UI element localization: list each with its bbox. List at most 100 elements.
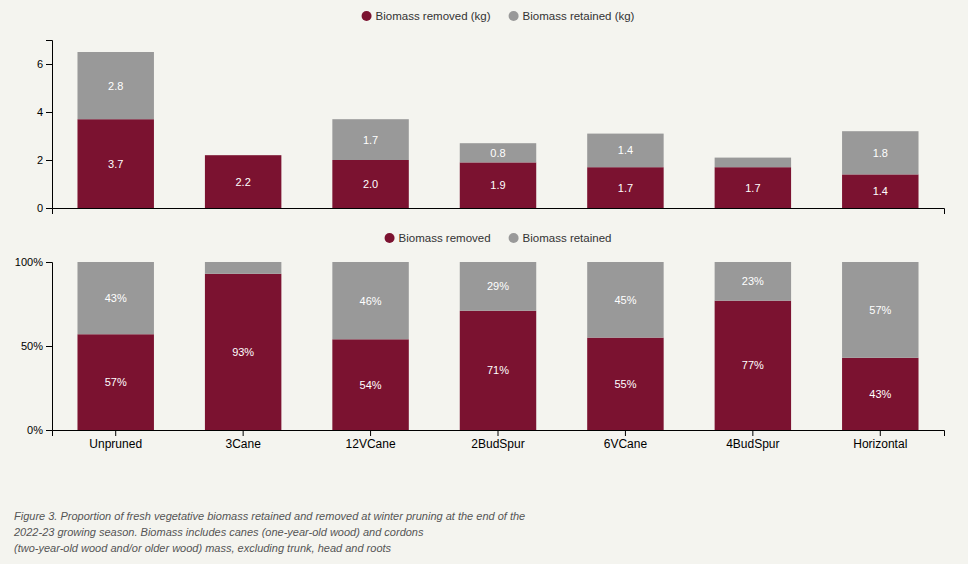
axis-line — [46, 263, 53, 431]
legend-item: Biomass retained — [509, 232, 612, 244]
bars — [77, 52, 918, 208]
tick-label: 12VCane — [346, 437, 396, 451]
tick: 2BudSpur — [471, 430, 524, 451]
axis-line — [53, 209, 945, 215]
legend-item: Biomass removed — [385, 232, 491, 244]
bar — [460, 143, 536, 162]
data-label: 23% — [742, 275, 764, 287]
caption-line: 2022-23 growing season. Biomass includes… — [13, 526, 424, 538]
tick: Unpruned — [89, 430, 142, 451]
tick-mark — [46, 346, 52, 347]
tick-label: 4 — [37, 106, 43, 118]
bar — [460, 262, 536, 311]
tick-mark — [46, 160, 52, 161]
data-label: 55% — [614, 378, 636, 390]
tick-label: 0% — [27, 424, 43, 436]
bar — [715, 301, 791, 430]
legend-label: Biomass retained (kg) — [523, 10, 635, 22]
bars — [77, 262, 918, 430]
tick: 50% — [21, 340, 52, 352]
bar — [77, 334, 153, 430]
legend-swatch — [362, 11, 372, 21]
bar — [842, 174, 918, 208]
data-label: 45% — [614, 294, 636, 306]
bar — [332, 160, 408, 208]
data-label: 2.0 — [363, 178, 378, 190]
tick-label: 6VCane — [604, 437, 648, 451]
tick: 6 — [37, 58, 52, 70]
bar — [715, 167, 791, 208]
data-label: 1.7 — [363, 134, 378, 146]
bar — [715, 262, 791, 301]
data-label: 1.4 — [873, 185, 888, 197]
legend-swatch — [385, 233, 395, 243]
legend-label: Biomass removed — [399, 232, 491, 244]
legend-item: Biomass retained (kg) — [509, 10, 635, 22]
tick-mark — [752, 430, 753, 436]
tick-label: Unpruned — [89, 437, 142, 451]
data-label: 43% — [105, 292, 127, 304]
data-label: 1.8 — [873, 147, 888, 159]
bar — [842, 262, 918, 358]
bar — [460, 162, 536, 208]
caption: Figure 3. Proportion of fresh vegetative… — [13, 510, 525, 554]
bar — [587, 167, 663, 208]
tick: 4BudSpur — [726, 430, 779, 451]
tick-label: 2BudSpur — [471, 437, 524, 451]
tick-mark — [115, 430, 116, 436]
data-label: 29% — [487, 280, 509, 292]
bar — [77, 119, 153, 208]
bar — [332, 262, 408, 339]
data-label: 77% — [742, 359, 764, 371]
data-label: 93% — [232, 346, 254, 358]
data-label: 1.7 — [618, 182, 633, 194]
tick-mark — [46, 430, 52, 431]
data-label: 43% — [869, 388, 891, 400]
data-label: 57% — [105, 376, 127, 388]
caption-line: Figure 3. Proportion of fresh vegetative… — [14, 510, 525, 522]
bar — [587, 134, 663, 168]
axis-line — [53, 431, 945, 437]
bar — [842, 358, 918, 430]
bar — [205, 274, 281, 430]
data-label: 1.4 — [618, 144, 633, 156]
bar — [205, 155, 281, 156]
tick-mark — [46, 64, 52, 65]
legend-swatch — [509, 233, 519, 243]
tick-mark — [46, 262, 52, 263]
tick: 2 — [37, 154, 52, 166]
caption-line: (two-year-old wood and/or older wood) ma… — [14, 542, 392, 554]
data-label: 2.2 — [235, 176, 250, 188]
panel: 3.72.22.01.91.71.71.42.81.70.81.41.80246 — [37, 41, 945, 215]
x-axis: Unpruned3Cane12VCane2BudSpur6VCane4BudSp… — [53, 430, 945, 451]
tick: 0% — [27, 424, 52, 436]
tick-label: 2 — [37, 154, 43, 166]
tick: 0 — [37, 202, 52, 214]
bar — [587, 262, 663, 338]
data-label: 2.8 — [108, 80, 123, 92]
series — [77, 262, 918, 358]
y-axis: 0%50%100% — [15, 256, 53, 436]
tick: 12VCane — [346, 430, 396, 451]
data-labels: 57%93%54%71%55%77%43%43%46%29%45%23%57% — [105, 275, 892, 400]
bar — [587, 338, 663, 430]
tick-label: 50% — [21, 340, 43, 352]
chart-root: 3.72.22.01.91.71.71.42.81.70.81.41.80246… — [0, 0, 968, 564]
data-label: 46% — [360, 295, 382, 307]
bar — [77, 262, 153, 334]
legend: Biomass removed Biomass retained — [385, 232, 612, 244]
legend-label: Biomass removed (kg) — [376, 10, 491, 22]
data-label: 71% — [487, 364, 509, 376]
data-labels: 3.72.22.01.91.71.71.42.81.70.81.41.8 — [108, 80, 888, 198]
legend-label: Biomass retained — [523, 232, 612, 244]
bar — [715, 158, 791, 168]
bar — [332, 119, 408, 160]
tick-label: 0 — [37, 202, 43, 214]
tick-label: 6 — [37, 58, 43, 70]
data-label: 0.8 — [490, 147, 505, 159]
tick-mark — [46, 208, 52, 209]
tick: 4 — [37, 106, 52, 118]
series — [77, 119, 918, 208]
bar — [77, 52, 153, 119]
data-label: 1.7 — [745, 182, 760, 194]
